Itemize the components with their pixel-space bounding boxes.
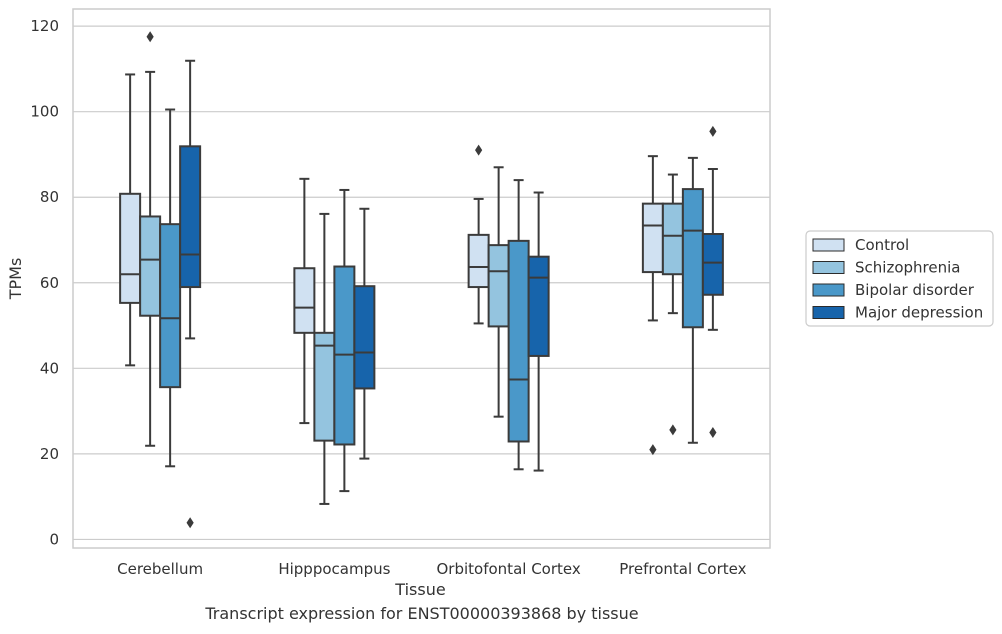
x-axis-label: Tissue <box>394 580 445 599</box>
y-tick-label: 100 <box>30 103 59 121</box>
box <box>353 285 376 390</box>
legend-label: Major depression <box>855 304 983 322</box>
x-tick-label: Orbitofontal Cortex <box>437 560 581 578</box>
y-tick-label: 80 <box>40 188 59 206</box>
x-tick-label: Prefrontal Cortex <box>619 560 746 578</box>
box <box>527 255 550 357</box>
box <box>507 239 530 443</box>
legend-swatch <box>812 306 845 319</box>
legend-label: Bipolar disorder <box>855 281 975 299</box>
y-tick-label: 40 <box>40 359 59 377</box>
box <box>661 202 684 276</box>
outlier-point <box>709 125 717 137</box>
x-tick-label: Cerebellum <box>117 560 203 578</box>
box <box>293 267 316 334</box>
y-tick-label: 20 <box>40 445 59 463</box>
box <box>701 233 724 296</box>
box <box>179 145 202 289</box>
y-tick-label: 60 <box>40 274 59 292</box>
box <box>139 215 162 317</box>
box <box>487 244 510 328</box>
outlier-point <box>709 427 717 438</box>
x-tick-label: Hipppocampus <box>278 560 390 578</box>
y-tick-label: 0 <box>49 530 59 548</box>
box <box>159 223 182 389</box>
outlier-point <box>649 444 657 456</box>
figure-caption: Transcript expression for ENST0000039386… <box>205 604 639 623</box>
outlier-point <box>669 424 677 436</box>
box <box>119 192 142 304</box>
box <box>641 202 664 274</box>
legend-frame <box>805 230 994 327</box>
outlier-point <box>186 517 194 529</box>
legend-label: Schizophrenia <box>855 259 960 277</box>
legend-label: Control <box>855 236 909 254</box>
legend-swatch <box>812 238 845 252</box>
outlier-point <box>475 144 483 156</box>
box <box>313 331 336 442</box>
y-axis-label: TPMs <box>6 258 25 301</box>
y-tick-label: 120 <box>30 17 59 35</box>
box <box>467 233 490 289</box>
plot-frame <box>72 8 771 549</box>
legend-swatch <box>812 261 845 274</box>
legend-swatch <box>812 283 845 297</box>
outlier-point <box>146 31 154 43</box>
box <box>681 188 704 329</box>
